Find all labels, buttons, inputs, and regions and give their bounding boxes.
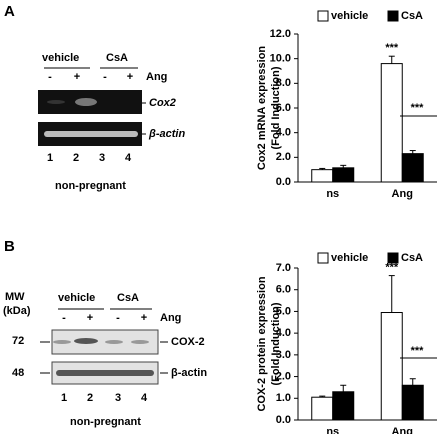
caption: non-pregnant (70, 416, 141, 428)
sign: - (62, 312, 66, 324)
y-tick-label: 0.0 (276, 176, 291, 188)
x-tick-label: ns (326, 188, 339, 200)
legend-label: CsA (401, 252, 423, 264)
y-tick-label: 8.0 (276, 77, 291, 89)
mw-value: 48 (12, 367, 24, 379)
sign: + (74, 71, 80, 83)
sign: + (127, 71, 133, 83)
band-label: β-actin (148, 128, 185, 140)
group-label: vehicle (58, 292, 95, 304)
sign: + (141, 312, 147, 324)
y-tick-label: 4.0 (276, 327, 291, 339)
y-tick-label: 1.0 (276, 392, 291, 404)
lane: 1 (61, 392, 67, 404)
y-tick-label: 3.0 (276, 349, 291, 361)
band (44, 131, 138, 137)
group-label: CsA (106, 52, 128, 64)
group-label: vehicle (42, 52, 79, 64)
x-tick-label: ns (326, 426, 339, 434)
panel-label: B (4, 238, 15, 255)
y-tick-label: 6.0 (276, 102, 291, 114)
lane: 2 (87, 392, 93, 404)
treatment: Ang (146, 71, 167, 83)
band-label: β-actin (171, 367, 207, 379)
bar (311, 169, 334, 183)
lane: 4 (141, 392, 148, 404)
band (105, 340, 123, 344)
y-tick-label: 4.0 (276, 127, 291, 139)
legend-label: CsA (401, 10, 423, 22)
y-tick-label: 6.0 (276, 284, 291, 296)
lane: 2 (73, 152, 79, 164)
annotation: *** (385, 262, 399, 274)
y-tick-label: 0.0 (276, 414, 291, 426)
x-tick-label: Ang (392, 426, 413, 434)
bar (311, 396, 334, 421)
y-axis-label: Cox2 mRNA expression (256, 46, 268, 171)
y-tick-label: 2.0 (276, 151, 291, 163)
annotation: *** (385, 42, 399, 54)
sign: - (116, 312, 120, 324)
bar (332, 391, 355, 421)
mw-label: (kDa) (3, 305, 31, 317)
bar (401, 384, 424, 421)
y-tick-label: 12.0 (270, 28, 291, 40)
y-tick-label: 7.0 (276, 262, 291, 274)
band (56, 370, 154, 376)
lane: 1 (47, 152, 53, 164)
annotation: *** (411, 102, 425, 114)
band (53, 340, 71, 344)
treatment: Ang (160, 312, 181, 324)
group-label: CsA (117, 292, 139, 304)
x-tick-label: Ang (392, 188, 413, 200)
y-tick-label: 10.0 (270, 53, 291, 65)
lane: 4 (125, 152, 132, 164)
lane: 3 (99, 152, 105, 164)
mw-value: 72 (12, 335, 24, 347)
band-label: Cox2 (149, 97, 176, 109)
lane: 3 (115, 392, 121, 404)
legend-label: vehicle (331, 252, 368, 264)
y-tick-label: 5.0 (276, 305, 291, 317)
caption: non-pregnant (55, 180, 126, 192)
y-axis-label: (Fold Induction) (270, 66, 282, 149)
legend-swatch (387, 252, 399, 264)
sign: - (48, 71, 52, 83)
band-label: COX-2 (171, 336, 205, 348)
panel-label: A (4, 3, 15, 20)
band (74, 338, 98, 344)
bar (380, 312, 403, 421)
y-axis-label: COX-2 protein expression (256, 276, 268, 411)
sign: - (103, 71, 107, 83)
bar (401, 153, 424, 183)
band (75, 98, 97, 106)
y-tick-label: 2.0 (276, 370, 291, 382)
sign: + (87, 312, 93, 324)
legend-swatch (317, 10, 329, 22)
y-axis-label: (Fold Induction) (270, 302, 282, 385)
bar (332, 167, 355, 183)
legend-swatch (387, 10, 399, 22)
band (47, 100, 65, 104)
annotation: *** (411, 345, 425, 357)
legend-label: vehicle (331, 10, 368, 22)
bar (380, 63, 403, 183)
band (131, 340, 149, 344)
legend-swatch (317, 252, 329, 264)
mw-label: MW (5, 291, 25, 303)
